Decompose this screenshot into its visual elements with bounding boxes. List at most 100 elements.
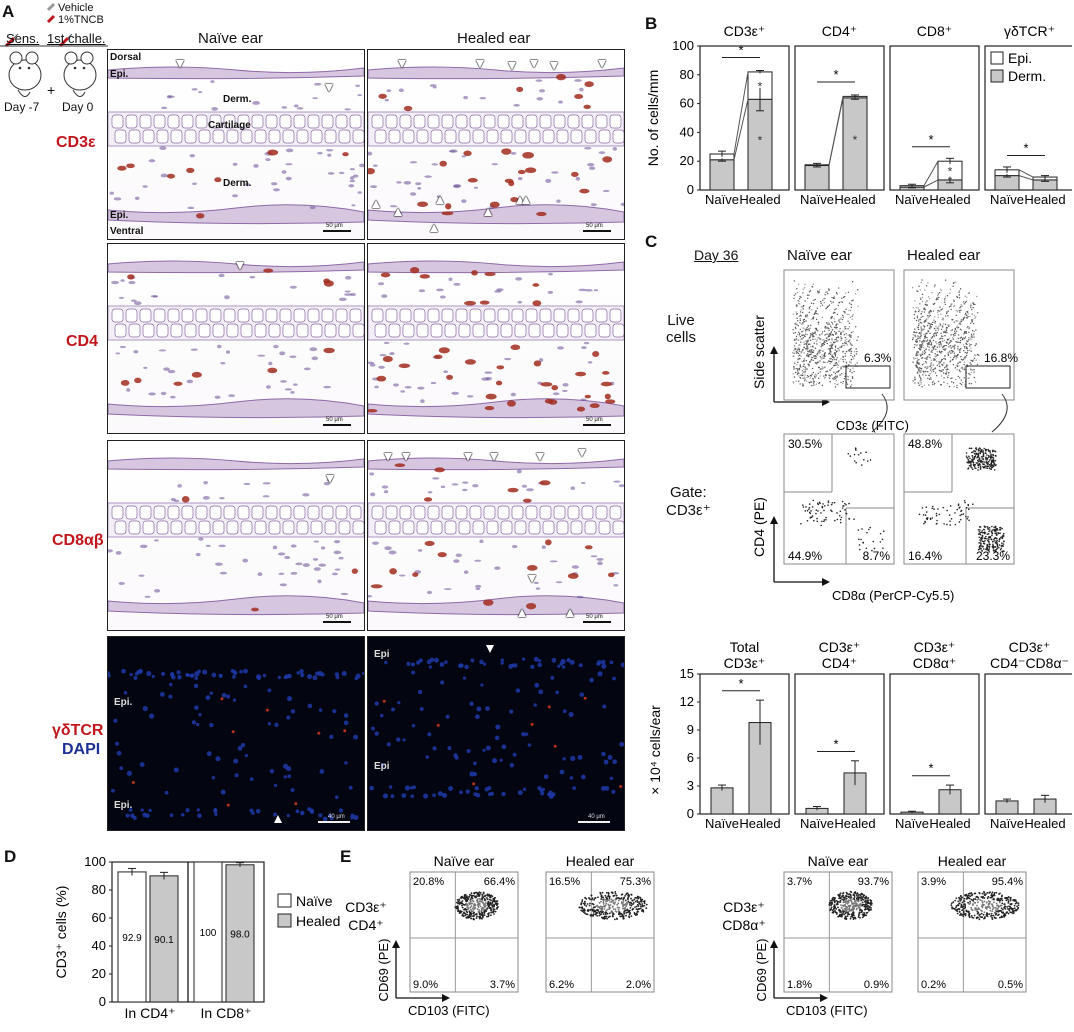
c-event-dot <box>855 348 857 350</box>
stained-cell <box>370 584 383 589</box>
c-event-dot <box>821 344 823 346</box>
c-event-dot <box>846 375 849 378</box>
nucleus <box>338 297 347 302</box>
nucleus <box>461 199 467 204</box>
c-event-dot <box>964 295 966 298</box>
c-event-dot <box>919 355 922 357</box>
chondrocyte-cell <box>139 308 152 323</box>
nucleus <box>203 481 208 485</box>
c-event-dot <box>815 383 817 386</box>
chondrocyte-cell <box>483 114 496 129</box>
c-event-dot <box>942 317 944 320</box>
c-event-dot <box>956 386 958 389</box>
c-event-dot <box>951 377 953 379</box>
dapi-nucleus <box>119 766 124 771</box>
c-event-dot <box>918 371 921 373</box>
c-event-dot <box>974 344 976 347</box>
dapi-nucleus <box>251 811 255 815</box>
c-event-dot <box>806 345 808 347</box>
dapi-nucleus <box>317 670 323 677</box>
stained-cell <box>445 203 452 210</box>
e-event-dot <box>830 903 833 906</box>
c-event-dot <box>973 357 976 360</box>
c-event-dot <box>995 548 998 551</box>
c-event-dot <box>968 382 971 385</box>
c-event-dot <box>950 340 953 342</box>
c-event-dot <box>965 455 968 457</box>
e-event-dot <box>589 902 591 905</box>
c-event-dot <box>949 288 952 291</box>
c-event-dot <box>807 297 809 300</box>
c-event-dot <box>840 516 843 519</box>
c-event-dot <box>970 319 973 321</box>
b-subplot-frame <box>984 45 1072 191</box>
e-event-dot <box>580 903 582 906</box>
c-event-dot <box>977 448 980 450</box>
nucleus <box>218 544 226 548</box>
c-event-dot <box>824 352 826 354</box>
c-event-dot <box>833 371 835 373</box>
stained-cell <box>584 545 593 550</box>
c-event-dot <box>844 339 846 341</box>
e-event-dot <box>630 893 633 896</box>
c-event-dot <box>919 302 921 305</box>
c-event-dot <box>958 361 961 364</box>
c-event-dot <box>978 545 981 547</box>
c-event-dot <box>988 527 991 529</box>
c-event-dot <box>974 455 977 457</box>
c-event-dot <box>826 306 828 309</box>
e-event-dot <box>857 900 860 903</box>
c-event-dot <box>829 368 831 371</box>
c-event-dot <box>978 458 980 461</box>
arrowhead-icon <box>516 196 524 204</box>
chondrocyte-cell <box>212 323 225 338</box>
dapi-nucleus <box>129 672 133 677</box>
c-event-dot <box>1000 547 1003 550</box>
e-event-dot <box>842 892 844 895</box>
c-event-dot <box>822 357 824 360</box>
c-event-dot <box>795 350 798 353</box>
b-connect-line <box>1018 169 1034 178</box>
e-event-dot <box>990 893 993 895</box>
e-event-dot <box>620 893 623 896</box>
chondrocyte-cell <box>458 323 471 338</box>
chondrocyte-cell <box>455 308 468 323</box>
c-event-dot <box>801 331 803 333</box>
e-event-dot <box>848 907 851 910</box>
dapi-nucleus <box>444 660 448 665</box>
e-quad-percent: 16.5% <box>549 876 580 888</box>
dapi-nucleus <box>196 808 200 812</box>
c-event-dot <box>970 335 973 337</box>
c-event-dot <box>796 291 799 294</box>
nucleus <box>232 162 238 166</box>
c-event-dot <box>830 503 833 506</box>
c-event-dot <box>830 345 833 348</box>
e-col-header: Naïve ear <box>434 853 495 869</box>
chondrocyte-cell <box>581 505 594 520</box>
nucleus <box>511 544 518 549</box>
nucleus <box>541 545 546 549</box>
c-event-dot <box>951 381 953 383</box>
dapi-nucleus <box>491 758 498 764</box>
c-event-dot <box>822 503 824 505</box>
c-event-dot <box>984 465 986 468</box>
c-event-dot <box>848 326 851 328</box>
c-event-dot <box>794 293 797 295</box>
e-event-dot <box>592 906 595 909</box>
chondrocyte-cell <box>444 323 457 338</box>
c-event-dot <box>935 514 938 517</box>
dapi-nucleus <box>551 657 557 663</box>
e-event-dot <box>860 892 863 895</box>
c-event-dot <box>806 314 809 316</box>
chondrocyte-cell <box>111 114 124 129</box>
c-event-dot <box>921 386 923 388</box>
e-event-dot <box>853 917 855 920</box>
c-event-dot <box>839 328 841 330</box>
gdtcr-cell <box>436 723 440 727</box>
nucleus <box>290 390 295 394</box>
e-event-dot <box>457 909 460 912</box>
chondrocyte-cell <box>542 129 555 144</box>
c-event-dot <box>850 306 853 309</box>
stained-cell <box>548 399 558 405</box>
nucleus <box>344 108 351 111</box>
